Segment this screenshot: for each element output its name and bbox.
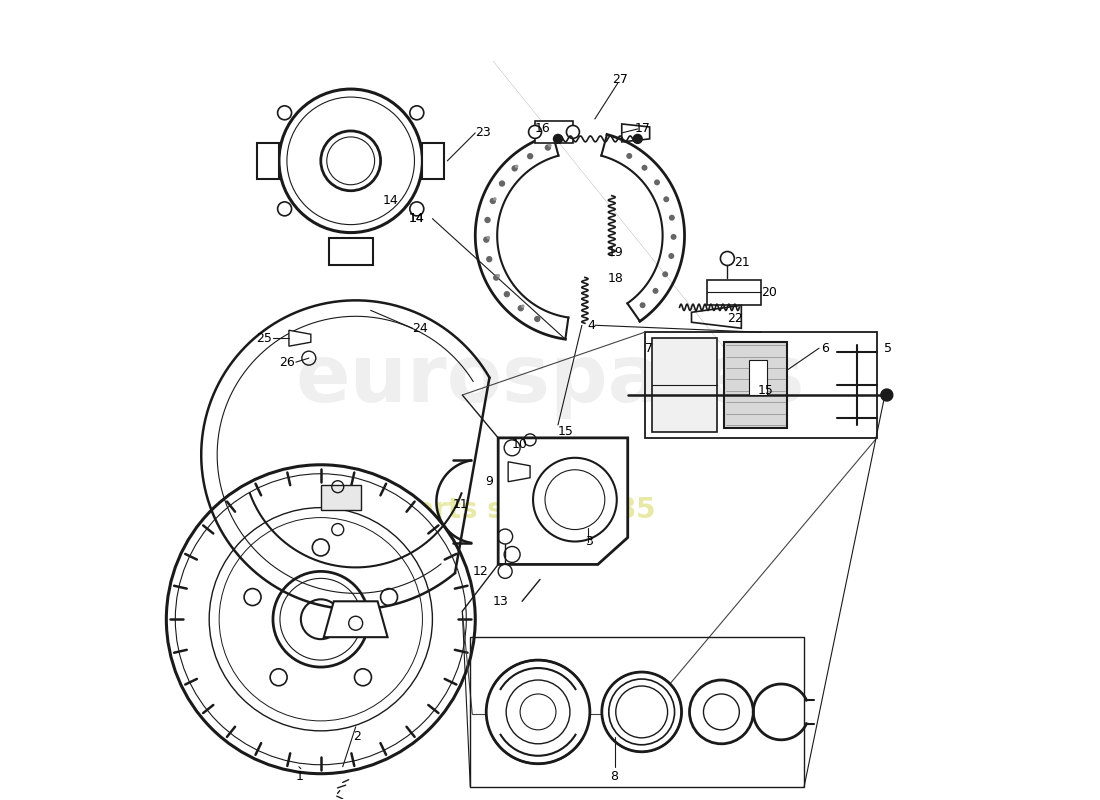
Circle shape bbox=[663, 196, 669, 202]
Text: 9: 9 bbox=[485, 475, 493, 488]
Circle shape bbox=[498, 180, 505, 186]
Circle shape bbox=[527, 153, 534, 159]
Circle shape bbox=[517, 305, 524, 311]
Text: 12: 12 bbox=[472, 565, 488, 578]
Text: 18: 18 bbox=[608, 272, 624, 285]
Circle shape bbox=[486, 256, 493, 262]
Text: 24: 24 bbox=[412, 322, 428, 334]
Polygon shape bbox=[508, 462, 530, 482]
Circle shape bbox=[483, 237, 490, 243]
Polygon shape bbox=[498, 438, 628, 565]
Text: 27: 27 bbox=[612, 73, 628, 86]
Polygon shape bbox=[651, 338, 717, 432]
Circle shape bbox=[486, 236, 491, 239]
Circle shape bbox=[535, 316, 540, 322]
Text: 25: 25 bbox=[256, 332, 272, 345]
Circle shape bbox=[486, 660, 590, 764]
Text: 26: 26 bbox=[279, 356, 295, 369]
Text: 23: 23 bbox=[475, 126, 491, 139]
Text: 1: 1 bbox=[296, 770, 304, 783]
Circle shape bbox=[669, 214, 674, 221]
Bar bbox=[329, 238, 373, 266]
Text: 13: 13 bbox=[492, 594, 508, 608]
Circle shape bbox=[626, 153, 632, 159]
Text: 16: 16 bbox=[535, 122, 551, 135]
Circle shape bbox=[521, 305, 525, 308]
Circle shape bbox=[529, 126, 541, 138]
Circle shape bbox=[484, 217, 491, 223]
Polygon shape bbox=[692, 306, 741, 328]
Circle shape bbox=[512, 165, 518, 171]
Text: 15: 15 bbox=[558, 426, 574, 438]
Text: 11: 11 bbox=[452, 498, 469, 511]
Circle shape bbox=[498, 565, 513, 578]
Circle shape bbox=[493, 198, 496, 201]
Circle shape bbox=[662, 271, 668, 278]
Bar bbox=[422, 143, 444, 178]
Circle shape bbox=[504, 291, 510, 298]
Text: 14: 14 bbox=[408, 212, 425, 225]
Text: 14: 14 bbox=[408, 212, 425, 225]
Bar bbox=[321, 485, 361, 510]
Bar bbox=[257, 143, 279, 178]
Text: 17: 17 bbox=[635, 122, 650, 135]
Text: a ■■ parts since 1985: a ■■ parts since 1985 bbox=[305, 496, 656, 524]
Circle shape bbox=[669, 253, 674, 259]
Text: 2: 2 bbox=[353, 730, 361, 743]
Text: 15: 15 bbox=[757, 383, 773, 397]
Text: 21: 21 bbox=[735, 256, 750, 269]
Circle shape bbox=[566, 126, 580, 138]
Circle shape bbox=[654, 179, 660, 186]
Circle shape bbox=[544, 144, 551, 150]
Polygon shape bbox=[289, 330, 311, 346]
Circle shape bbox=[548, 144, 551, 147]
Text: 7: 7 bbox=[645, 342, 652, 354]
Text: 8: 8 bbox=[609, 770, 618, 783]
Text: 20: 20 bbox=[761, 286, 777, 299]
Circle shape bbox=[690, 680, 754, 744]
Text: 3: 3 bbox=[585, 535, 593, 548]
Text: 14: 14 bbox=[383, 194, 398, 207]
Circle shape bbox=[493, 274, 499, 281]
Bar bbox=[749, 360, 767, 395]
Circle shape bbox=[279, 89, 422, 233]
Circle shape bbox=[881, 389, 893, 401]
Circle shape bbox=[634, 134, 642, 143]
Circle shape bbox=[496, 274, 500, 278]
Text: 4: 4 bbox=[587, 318, 596, 332]
Circle shape bbox=[652, 288, 659, 294]
Polygon shape bbox=[621, 124, 650, 142]
Polygon shape bbox=[323, 602, 387, 637]
Text: 22: 22 bbox=[727, 312, 744, 325]
Circle shape bbox=[166, 465, 475, 774]
Polygon shape bbox=[707, 281, 761, 306]
Circle shape bbox=[641, 165, 648, 170]
Bar bbox=[535, 121, 573, 143]
Circle shape bbox=[553, 134, 562, 143]
Circle shape bbox=[490, 198, 496, 204]
Circle shape bbox=[639, 302, 646, 308]
Text: 19: 19 bbox=[608, 246, 624, 259]
Circle shape bbox=[273, 571, 368, 667]
Circle shape bbox=[602, 672, 682, 752]
Text: 10: 10 bbox=[513, 438, 528, 451]
Text: 5: 5 bbox=[883, 342, 892, 354]
Bar bbox=[471, 637, 804, 786]
Text: 6: 6 bbox=[821, 342, 829, 354]
Circle shape bbox=[515, 165, 518, 168]
Polygon shape bbox=[725, 342, 788, 428]
Text: eurospares: eurospares bbox=[295, 341, 805, 419]
Circle shape bbox=[671, 234, 676, 240]
